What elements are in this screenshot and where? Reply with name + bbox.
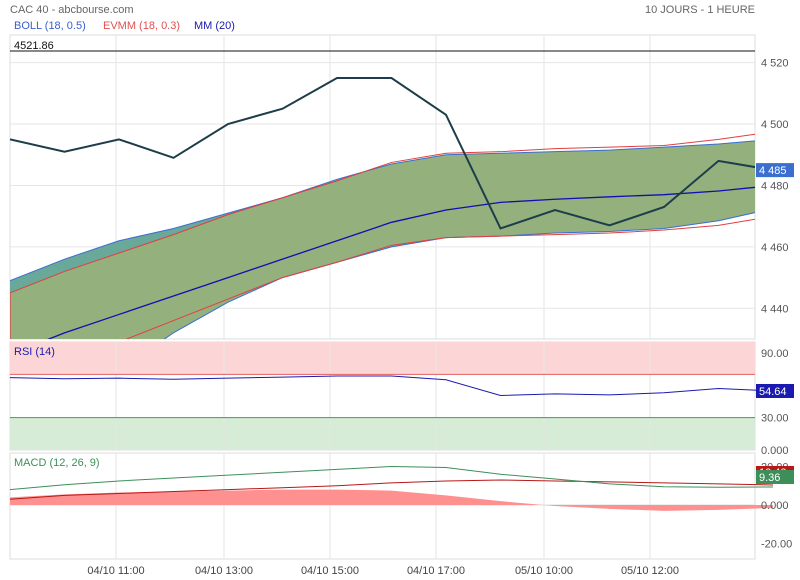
last-price-value: 4 485 [759, 165, 787, 177]
price-y-tick: 4 500 [761, 119, 789, 131]
x-axis: 04/10 11:00 04/10 13:00 04/10 15:00 04/10 1… [87, 565, 679, 577]
x-axis-label: 05/10 10:00 [515, 565, 573, 577]
boll-upper-line [10, 140, 755, 282]
legend-boll: BOLL (18, 0.5) [14, 20, 86, 32]
price-y-tick: 4 440 [761, 303, 789, 315]
band-inner-fill [10, 140, 755, 339]
rsi-y-tick: 90.00 [761, 348, 789, 360]
macd-lines [9, 465, 774, 500]
x-axis-label: 05/10 12:00 [621, 565, 679, 577]
rsi-grid [115, 342, 651, 450]
rsi-line [9, 375, 774, 396]
rsi-overbought-zone [10, 342, 755, 375]
rsi-oversold-zone [10, 417, 755, 450]
chart-period: 10 JOURS - 1 HEURE [645, 4, 755, 16]
last-price-badge-bg [756, 163, 794, 178]
chart-title: CAC 40 - abcbourse.com [10, 4, 134, 16]
last-price-badge: 4 485 [756, 163, 794, 178]
last-rsi-badge-bg [756, 383, 794, 398]
price-lines [10, 76, 755, 339]
x-axis-label: 04/10 13:00 [195, 565, 253, 577]
rsi-y-axis: 0.000 30.00 90.00 [761, 348, 789, 457]
evmm-lower-line [125, 218, 755, 339]
macd-line [9, 465, 774, 491]
last-rsi-badge: 54.64 [756, 383, 794, 398]
rsi-zones [10, 342, 755, 450]
price-y-tick: 4 480 [761, 180, 789, 192]
price-y-tick: 4 520 [761, 58, 789, 70]
bollinger-band [10, 140, 755, 339]
macd-signal-line [9, 479, 774, 500]
last-macd-value: 9.36 [759, 472, 780, 484]
macd-y-tick: -20.00 [761, 539, 792, 551]
rsi-panel: RSI (14) 0.000 30.00 90.00 54.64 [9, 341, 794, 457]
legend-mm: MM (20) [194, 20, 235, 32]
price-y-tick: 4 460 [761, 242, 789, 254]
macd-histogram-area [10, 489, 773, 511]
rsi-lines [9, 373, 774, 419]
price-line [10, 76, 755, 230]
legend: BOLL (18, 0.5) EVMM (18, 0.3) MM (20) [14, 20, 235, 32]
legend-evmm: EVMM (18, 0.3) [103, 20, 180, 32]
last-macd-badge-bg [756, 470, 794, 484]
evmm-upper-line [10, 133, 755, 294]
ma-line [47, 186, 755, 339]
macd-label: MACD (12, 26, 9) [14, 457, 100, 469]
reference-value: 4521.86 [14, 40, 54, 52]
x-axis-label: 04/10 15:00 [301, 565, 359, 577]
price-y-axis: 4 440 4 460 4 480 4 500 4 520 [761, 58, 789, 316]
macd-histogram [10, 489, 773, 511]
last-rsi-value: 54.64 [759, 386, 787, 398]
x-axis-label: 04/10 17:00 [407, 565, 465, 577]
macd-y-tick: 0.000 [761, 500, 789, 512]
boll-lower-line [163, 212, 755, 339]
rsi-y-tick: 0.000 [761, 445, 789, 457]
x-axis-label: 04/10 11:00 [87, 565, 144, 577]
macd-panel: MACD (12, 26, 9) -20.000.00020.00 10.40 … [9, 452, 794, 560]
rsi-y-tick: 30.00 [761, 413, 789, 425]
rsi-label: RSI (14) [14, 346, 55, 358]
last-macd-badge: 9.36 [756, 470, 794, 484]
